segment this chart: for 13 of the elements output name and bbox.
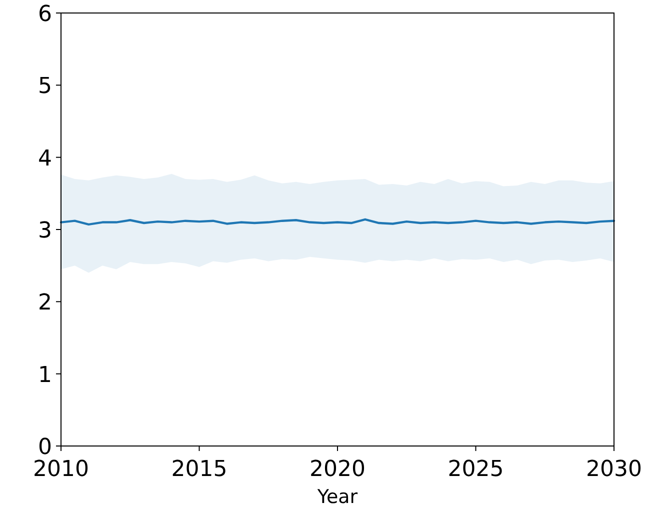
y-tick-label: 4	[38, 146, 52, 172]
x-tick-label: 2025	[448, 457, 504, 482]
y-tick-label: 5	[38, 74, 52, 100]
x-tick-label: 2010	[33, 457, 89, 482]
x-tick-label: 2020	[310, 457, 366, 482]
x-tick-label: 2015	[171, 457, 228, 482]
y-tick-label: 2	[38, 290, 52, 316]
y-tick-label: 6	[38, 2, 52, 27]
x-axis-title: Year	[316, 486, 358, 508]
y-tick-label: 0	[38, 435, 52, 460]
y-tick-label: 1	[38, 362, 52, 388]
x-tick-label: 2030	[586, 457, 642, 482]
y-tick-label: 3	[38, 218, 52, 244]
